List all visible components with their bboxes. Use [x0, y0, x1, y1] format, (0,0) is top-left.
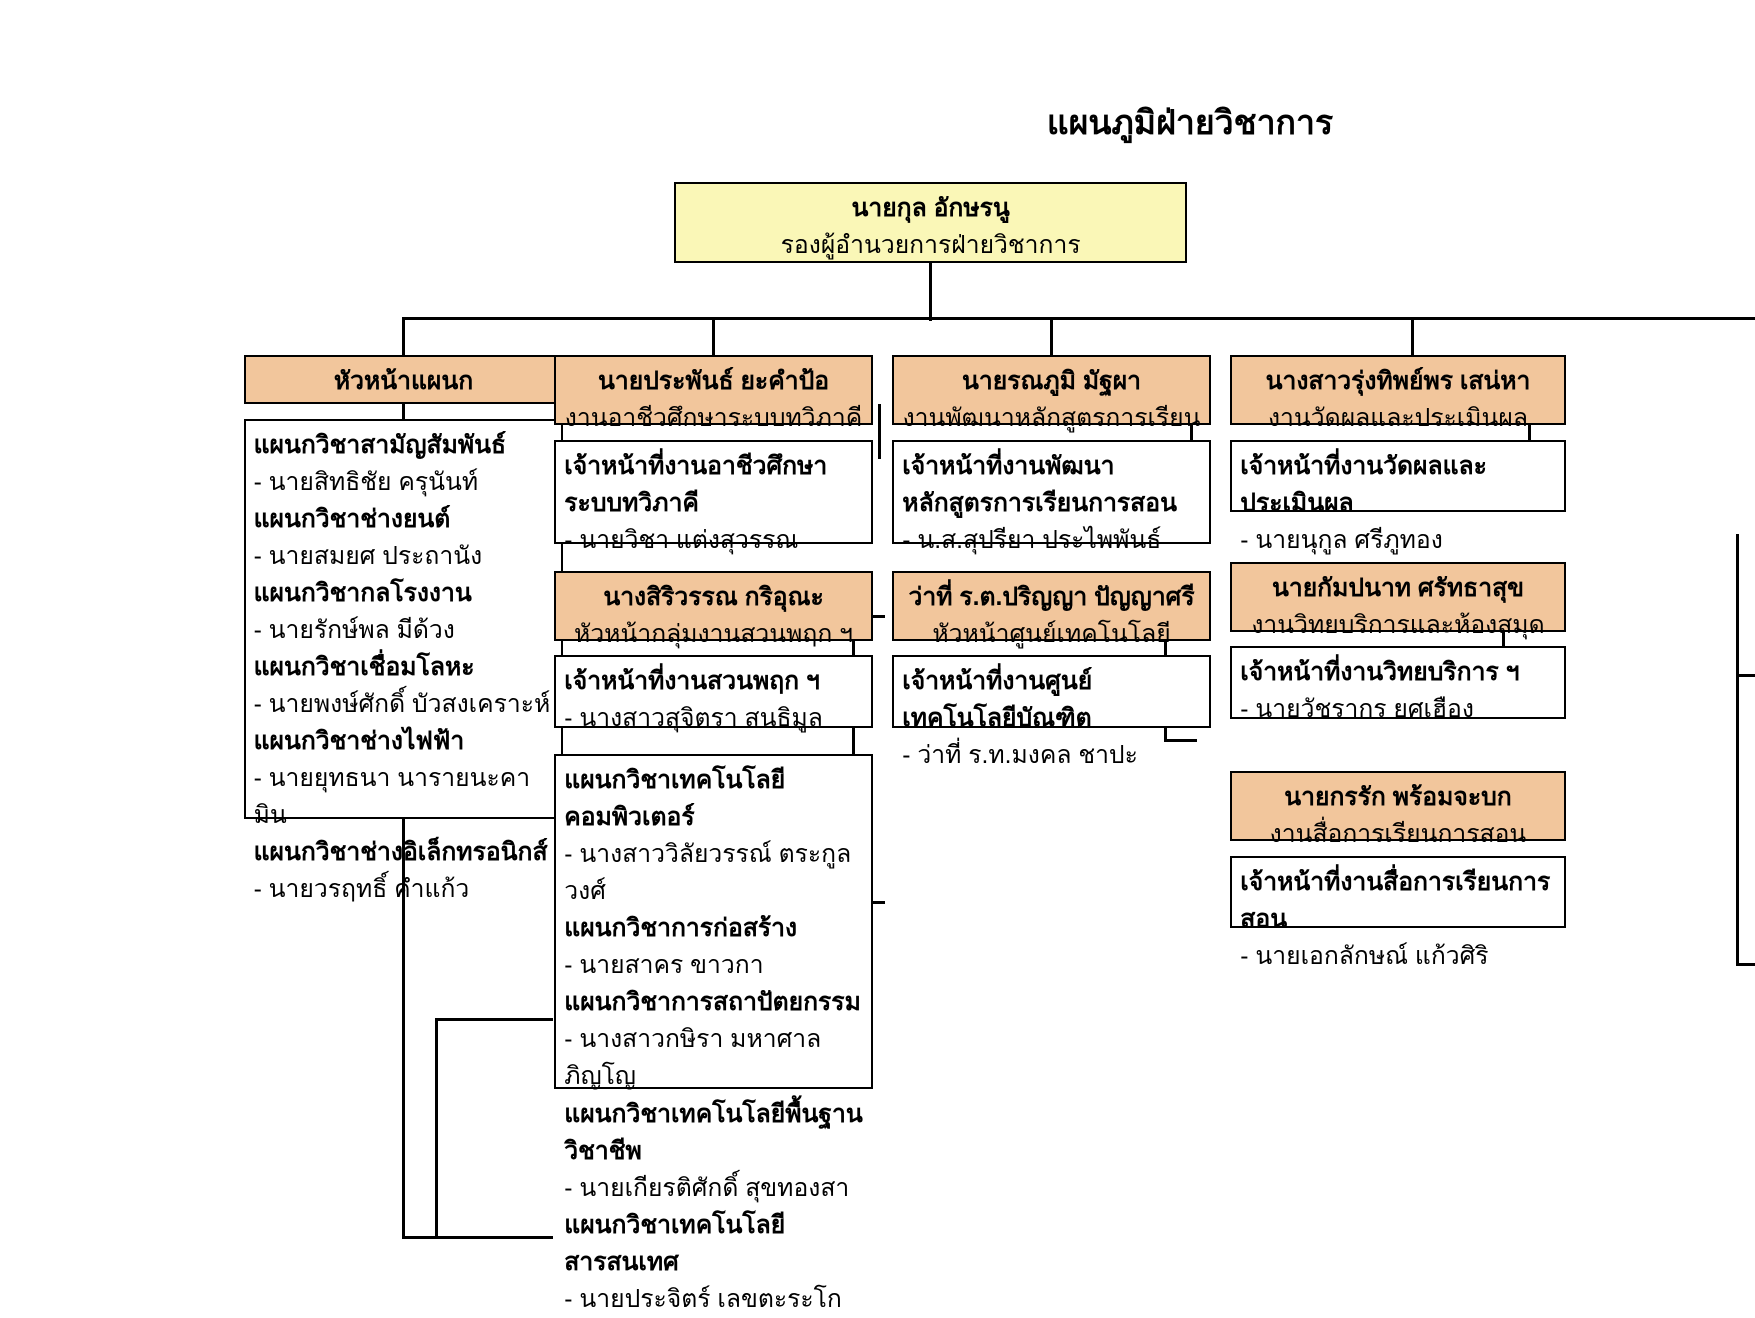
- body-line: - นายเอกลักษณ์ แก้วศิริ: [1240, 938, 1555, 975]
- body-line: แผนกวิชาเทคโนโลยีคอมพิวเตอร์: [564, 762, 863, 836]
- body-line: แผนกวิชาเทคโนโลยีสารสนเทศ: [564, 1207, 863, 1281]
- body-line: แผนกวิชากลโรงงาน: [254, 575, 554, 612]
- unit-body: เจ้าหน้าที่งานวิทยบริการ ฯ- นายวัชรากร ย…: [1230, 646, 1565, 719]
- connector-line: [929, 263, 932, 322]
- body-line: เจ้าหน้าที่งานสวนพฤก ฯ: [564, 663, 863, 700]
- unit-body: เจ้าหน้าที่งานวัดผลและประเมินผล- นายนุกู…: [1230, 440, 1565, 513]
- unit-header: นายกัมปนาท ศรัทธาสุขงานวิทยบริการและห้อง…: [1230, 562, 1565, 632]
- body-line: - นายรักษ์พล มีด้วง: [254, 612, 554, 649]
- connector-line: [402, 1236, 553, 1239]
- body-line: เจ้าหน้าที่งานอาชีวศึกษาระบบทวิภาคี: [564, 448, 863, 522]
- unit-header: นายประพันธ์ ยะคำป้องานอาชีวศึกษาระบบทวิภ…: [554, 355, 873, 425]
- unit-header: นายกรรัก พร้อมจะบกงานสื่อการเรียนการสอน: [1230, 771, 1565, 841]
- connector-line: [878, 404, 881, 459]
- body-line: แผนกวิชาช่างยนต์: [254, 501, 554, 538]
- connector-line: [435, 1018, 553, 1021]
- body-line: - นางสาววิลัยวรรณ์ ตระกูลวงศ์: [564, 836, 863, 910]
- connector-line: [435, 1018, 438, 1239]
- body-line: - นายสิทธิชัย ครุนันท์: [254, 464, 554, 501]
- body-line: เจ้าหน้าที่งานวิทยบริการ ฯ: [1240, 654, 1555, 691]
- connector-line: [1411, 317, 1414, 355]
- body-line: แผนกวิชาการก่อสร้าง: [564, 910, 863, 947]
- body-line: เจ้าหน้าที่งานสื่อการเรียนการสอน: [1240, 864, 1555, 938]
- body-line: แผนกวิชาสามัญสัมพันธ์: [254, 427, 554, 464]
- body-line: - นายนุกูล ศรีภูทอง: [1240, 522, 1555, 559]
- unit-header: ว่าที่ ร.ต.ปริญญา ปัญญาศรีหัวหน้าศูนย์เท…: [892, 571, 1211, 641]
- unit-header: นายรณภูมิ มัฐผางานพัฒนาหลักสูตรการเรียนก…: [892, 355, 1211, 425]
- body-line: - น.ส.สุปรียา ประไพพันธ์: [902, 522, 1201, 559]
- body-line: แผนกวิชาการสถาปัตยกรรม: [564, 984, 863, 1021]
- body-line: - นายยุทธนา นารายนะคามิน: [254, 760, 554, 834]
- body-line: - นายวิชา แต่งสุวรรณ: [564, 522, 863, 559]
- unit-header: นางสิริวรรณ กริอุณะหัวหน้ากลุ่มงานสวนพฤก…: [554, 571, 873, 641]
- body-line: - นางสาวกษิรา มหาศาลภิญโญ: [564, 1021, 863, 1095]
- unit-body: แผนกวิชาสามัญสัมพันธ์- นายสิทธิชัย ครุนั…: [244, 419, 564, 819]
- body-line: แผนกวิชาช่างไฟฟ้า: [254, 723, 554, 760]
- unit-body: เจ้าหน้าที่งานอาชีวศึกษาระบบทวิภาคี- นาย…: [554, 440, 873, 544]
- unit-header: นางสาวรุ่งทิพย์พร เสน่หางานวัดผลและประเม…: [1230, 355, 1565, 425]
- body-line: เจ้าหน้าที่งานพัฒนาหลักสูตรการเรียนการสอ…: [902, 448, 1201, 522]
- body-line: - นายประจิตร์ เลขตะระโก: [564, 1281, 863, 1318]
- body-line: - นางสาวสุจิตรา สนธิมูล: [564, 700, 863, 737]
- body-line: เจ้าหน้าที่งานวัดผลและประเมินผล: [1240, 448, 1555, 522]
- chart-title: แผนภูมิฝ่ายวิชาการ: [774, 95, 1606, 149]
- connector-line: [402, 317, 405, 355]
- body-line: - นายเกียรติศักดิ์ สุขทองสา: [564, 1170, 863, 1207]
- root-node: นายกุล อักษรนูรองผู้อำนวยการฝ่ายวิชาการ: [674, 182, 1188, 263]
- connector-line: [1736, 963, 1755, 966]
- connector-line: [402, 317, 1755, 320]
- connector-line: [1050, 317, 1053, 355]
- body-line: - ว่าที่ ร.ท.มงคล ชาปะ: [902, 737, 1201, 774]
- body-line: แผนกวิชาช่างอิเล็กทรอนิกส์: [254, 834, 554, 871]
- connector-line: [1736, 674, 1755, 677]
- unit-body: เจ้าหน้าที่งานสวนพฤก ฯ- นางสาวสุจิตรา สน…: [554, 655, 873, 728]
- body-line: - นายวรฤทธิ์ คำแก้ว: [254, 871, 554, 908]
- body-line: - นายสมยศ ประถานัง: [254, 538, 554, 575]
- body-line: เจ้าหน้าที่งานศูนย์เทคโนโลยีบัณฑิต: [902, 663, 1201, 737]
- body-line: - นายวัชรากร ยศเฮือง: [1240, 691, 1555, 728]
- unit-header: หัวหน้าแผนก: [244, 355, 564, 404]
- unit-body: เจ้าหน้าที่งานสื่อการเรียนการสอน- นายเอก…: [1230, 856, 1565, 929]
- unit-body: เจ้าหน้าที่งานพัฒนาหลักสูตรการเรียนการสอ…: [892, 440, 1211, 544]
- connector-line: [1736, 534, 1739, 963]
- connector-line: [712, 317, 715, 355]
- body-line: - นายพงษ์ศักดิ์ บัวสงเคราะห์: [254, 686, 554, 723]
- body-line: แผนกวิชาเชื่อมโลหะ: [254, 649, 554, 686]
- body-line: แผนกวิชาเทคโนโลยีพื้นฐานวิชาชีพ: [564, 1096, 863, 1170]
- unit-body: แผนกวิชาเทคโนโลยีคอมพิวเตอร์- นางสาววิลั…: [554, 754, 873, 1089]
- unit-body: เจ้าหน้าที่งานศูนย์เทคโนโลยีบัณฑิต- ว่าท…: [892, 655, 1211, 728]
- body-line: - นายสาคร ขาวกา: [564, 947, 863, 984]
